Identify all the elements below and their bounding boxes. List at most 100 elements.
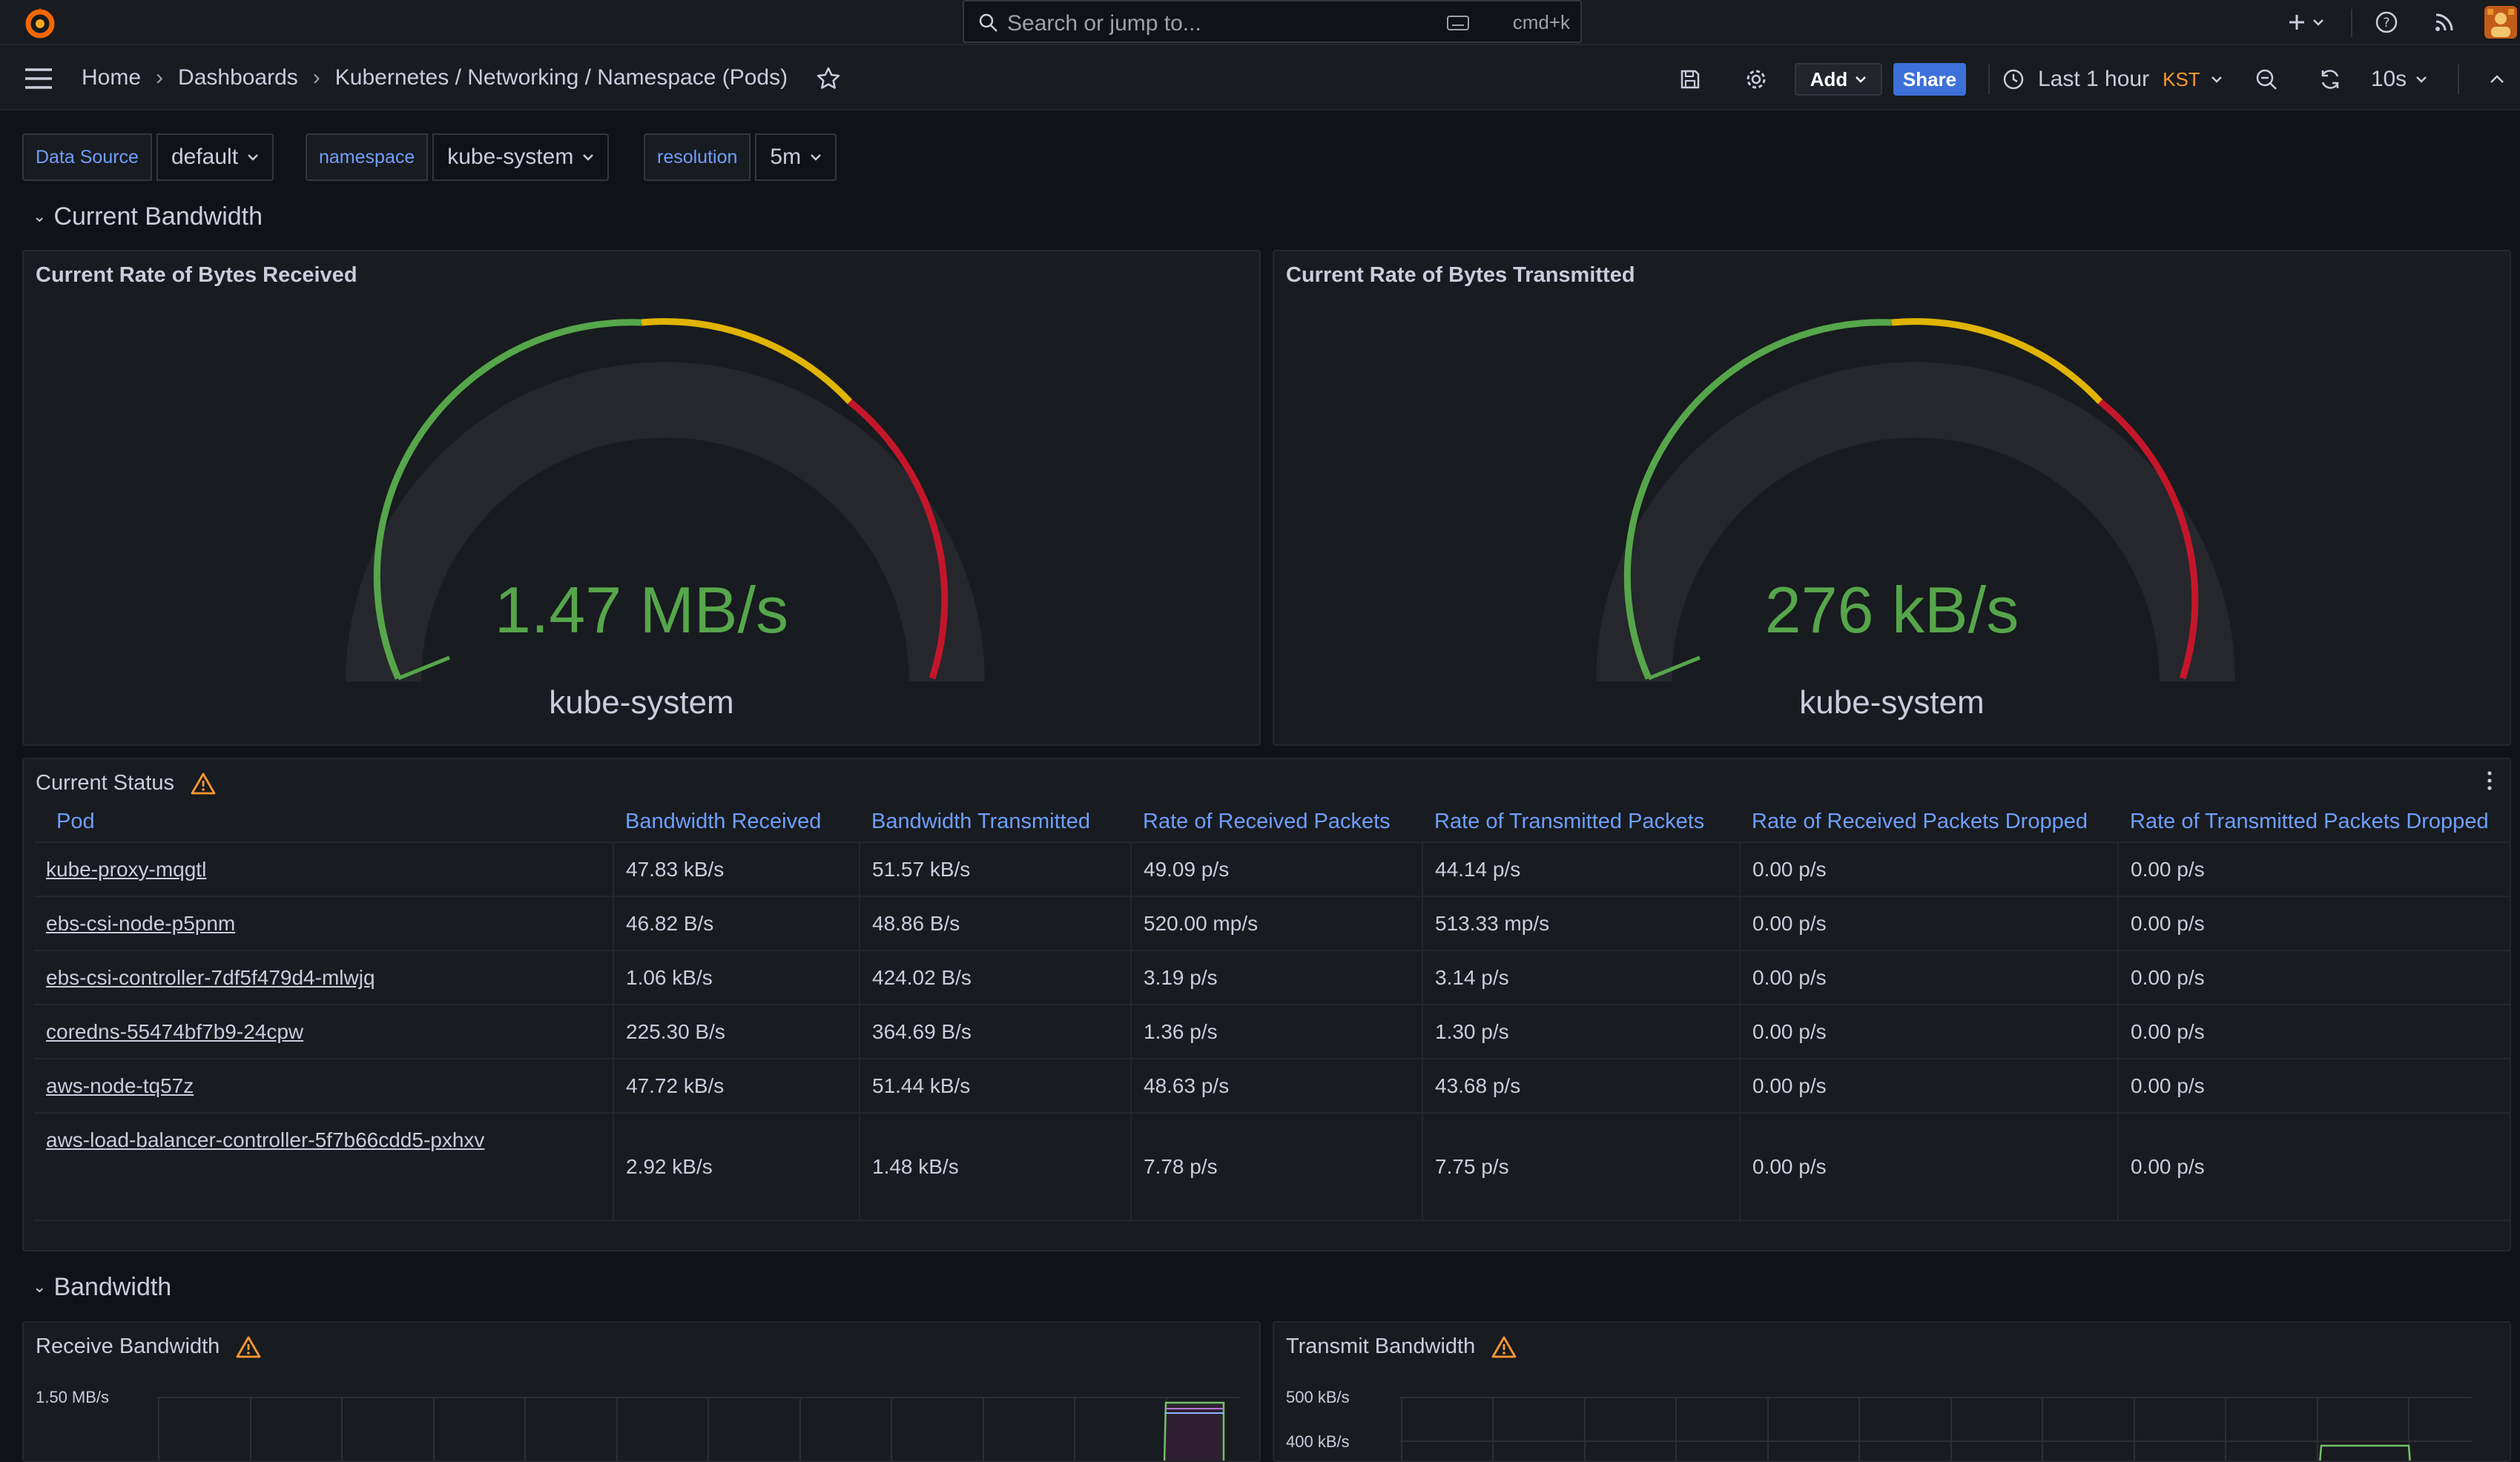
column-header[interactable]: Rate of Received Packets [1131, 802, 1422, 843]
chevron-down-icon [2211, 76, 2222, 83]
column-header[interactable]: Pod [34, 802, 613, 843]
divider [2351, 9, 2352, 37]
user-avatar[interactable] [2484, 6, 2517, 39]
row-title: Current Bandwidth [53, 202, 263, 231]
help-button[interactable]: ? [2373, 9, 2400, 36]
table-cell: 0.00 p/s [2118, 842, 2510, 897]
new-menu-button[interactable] [2283, 9, 2329, 36]
variable-namespace: namespace kube-system [306, 133, 610, 181]
row-bandwidth[interactable]: ⌄ Bandwidth [33, 1271, 171, 1303]
gauge-panel-received[interactable]: Current Rate of Bytes Received 1.47 MB/s… [22, 250, 1261, 746]
variable-value: kube-system [447, 145, 574, 169]
variable-label: resolution [644, 133, 751, 181]
timezone-label: KST [2163, 67, 2200, 90]
collapse-toolbar-button[interactable] [2486, 63, 2508, 96]
panel-header: Current Status [36, 771, 216, 796]
page-title: Kubernetes / Networking / Namespace (Pod… [334, 65, 788, 90]
y-axis-tick: 400 kB/s [1286, 1432, 1350, 1451]
table-cell: 0.00 p/s [2118, 950, 2510, 1005]
search-placeholder: Search or jump to... [1007, 11, 1201, 36]
table-cell: 520.00 mp/s [1131, 896, 1423, 951]
transmit-bandwidth-chart [1400, 1397, 2472, 1461]
dashboard-nav-bar: Home › Dashboards › Kubernetes / Network… [0, 45, 2520, 110]
table-cell: 1.30 p/s [1422, 1005, 1741, 1059]
pod-link[interactable]: ebs-csi-controller-7df5f479d4-mlwjq [34, 950, 614, 1005]
panel-title: Current Rate of Bytes Received [36, 263, 357, 287]
receive-bandwidth-panel[interactable]: Receive Bandwidth 1.50 MB/s [22, 1321, 1261, 1462]
save-dashboard-button[interactable] [1678, 63, 1703, 96]
column-header[interactable]: Rate of Received Packets Dropped [1740, 802, 2118, 843]
column-header[interactable]: Bandwidth Transmitted [860, 802, 1131, 843]
chevron-down-icon [2416, 76, 2427, 83]
row-title: Bandwidth [53, 1272, 172, 1301]
datasource-select[interactable]: default [156, 133, 274, 181]
table-cell: 364.69 B/s [860, 1005, 1132, 1059]
panel-title: Current Status [36, 771, 174, 795]
chevron-down-icon: ⌄ [33, 1277, 47, 1296]
zoom-out-button[interactable] [2253, 63, 2280, 96]
table-row: aws-load-balancer-controller-5f7b66cdd5-… [34, 1113, 2510, 1221]
breadcrumb-dashboards[interactable]: Dashboards [178, 65, 298, 90]
column-header[interactable]: Bandwidth Received [613, 802, 860, 843]
table-cell: 225.30 B/s [613, 1005, 860, 1059]
row-current-bandwidth[interactable]: ⌄ Current Bandwidth [33, 200, 263, 233]
pod-link[interactable]: aws-node-tq57z [34, 1059, 614, 1114]
table-cell: 0.00 p/s [2118, 1113, 2510, 1221]
gauge-series-name: kube-system [1799, 684, 1985, 721]
chevron-right-icon: › [156, 65, 164, 90]
table-cell: 1.06 kB/s [613, 950, 860, 1005]
chevron-down-icon [583, 154, 594, 161]
table-cell: 0.00 p/s [1740, 1005, 2119, 1059]
column-header[interactable]: Rate of Transmitted Packets [1422, 802, 1740, 843]
grafana-logo-icon[interactable] [22, 5, 58, 41]
share-button-label: Share [1902, 67, 1957, 90]
table-cell: 513.33 mp/s [1422, 896, 1741, 951]
dashboard-settings-button[interactable] [1743, 63, 1769, 96]
warning-icon[interactable] [236, 1335, 261, 1359]
gauge-transmitted [1596, 318, 2235, 682]
table-cell: 0.00 p/s [2118, 896, 2510, 951]
pod-link[interactable]: coredns-55474bf7b9-24cpw [34, 1005, 614, 1059]
news-button[interactable] [2431, 9, 2458, 36]
breadcrumb-home[interactable]: Home [82, 65, 142, 90]
refresh-interval-label: 10s [2370, 67, 2407, 91]
table-header-row: Pod Bandwidth Received Bandwidth Transmi… [34, 802, 2510, 843]
gauge-value: 276 kB/s [1764, 573, 2019, 646]
pod-link[interactable]: aws-load-balancer-controller-5f7b66cdd5-… [34, 1113, 614, 1221]
resolution-select[interactable]: 5m [755, 133, 837, 181]
refresh-icon [2321, 70, 2339, 89]
transmit-bandwidth-panel[interactable]: Transmit Bandwidth 500 kB/s 400 kB/s [1273, 1321, 2511, 1462]
gauge-received [346, 318, 985, 682]
search-input[interactable]: Search or jump to... cmd+k [963, 0, 1582, 43]
chevron-right-icon: › [312, 65, 320, 90]
zoom-out-icon [2256, 69, 2277, 90]
warning-icon[interactable] [1491, 1335, 1517, 1359]
top-bar: Search or jump to... cmd+k ? [0, 0, 2520, 45]
warning-icon[interactable] [191, 772, 216, 796]
share-button[interactable]: Share [1893, 63, 1966, 96]
gauge-panel-transmitted[interactable]: Current Rate of Bytes Transmitted 276 kB… [1273, 250, 2511, 746]
chevron-down-icon [248, 154, 258, 161]
table-cell: 51.44 kB/s [860, 1059, 1132, 1114]
refresh-interval-picker[interactable]: 10s [2366, 63, 2432, 96]
star-icon[interactable] [816, 66, 841, 91]
pod-link[interactable]: ebs-csi-node-p5pnm [34, 896, 614, 951]
chevron-down-icon: ⌄ [33, 207, 47, 225]
table-cell: 1.36 p/s [1131, 1005, 1423, 1059]
add-button[interactable]: Add [1795, 63, 1882, 96]
kebab-menu-icon[interactable] [2478, 768, 2501, 793]
refresh-button[interactable] [2317, 63, 2343, 96]
pod-link[interactable]: kube-proxy-mqgtl [34, 842, 614, 897]
divider [2458, 64, 2459, 94]
variable-datasource: Data Source default [22, 133, 274, 181]
panel-title: Current Rate of Bytes Transmitted [1286, 263, 1635, 287]
table-row: aws-node-tq57z 47.72 kB/s 51.44 kB/s 48.… [34, 1059, 2510, 1114]
table-cell: 2.92 kB/s [613, 1113, 860, 1221]
panel-title: Receive Bandwidth [36, 1334, 220, 1358]
namespace-select[interactable]: kube-system [432, 133, 610, 181]
column-header[interactable]: Rate of Transmitted Packets Dropped [2118, 802, 2510, 843]
menu-icon[interactable] [24, 67, 53, 90]
current-status-panel: Current Status Pod Bandwidth Received Ba… [22, 758, 2511, 1251]
time-picker-button[interactable]: Last 1 hour KST [2002, 63, 2225, 96]
table-cell: 0.00 p/s [1740, 1113, 2119, 1221]
